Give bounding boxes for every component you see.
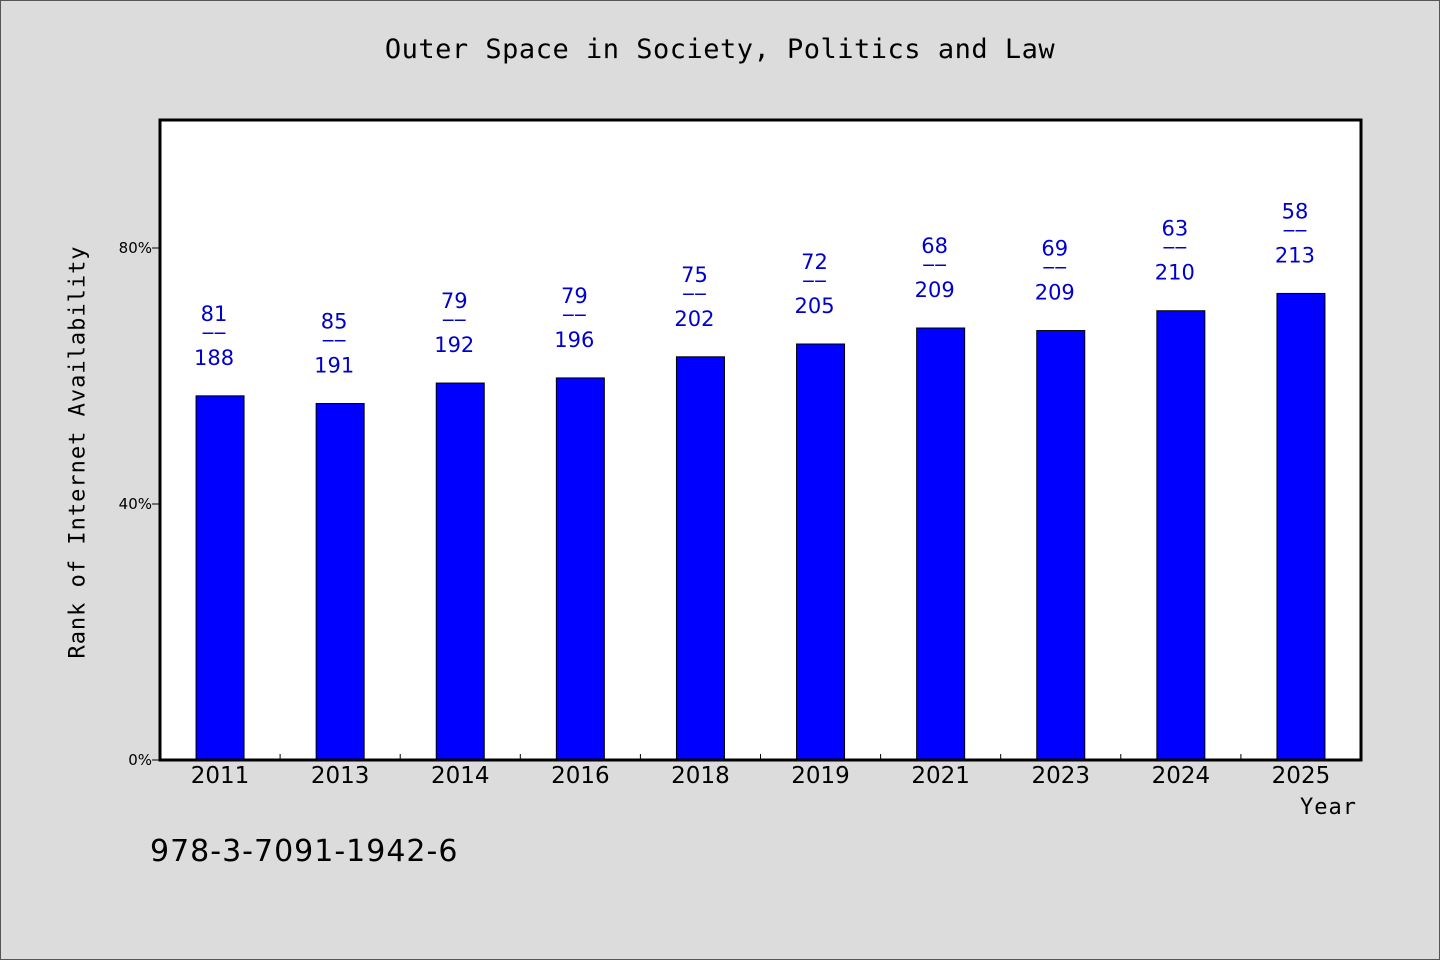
data-label-2016-sep: —— <box>562 302 586 326</box>
data-label-2021-rank: 68 <box>921 234 948 258</box>
bar-2014 <box>435 382 485 761</box>
bar-2024 <box>1156 310 1206 761</box>
data-label-2014-sep: —— <box>442 307 466 331</box>
data-label-2023-sep: —— <box>1043 255 1067 279</box>
x-tick-label-2019: 2019 <box>791 763 850 789</box>
x-axis-label: Year <box>1300 795 1357 820</box>
data-label-2023-total: 209 <box>1035 281 1075 305</box>
data-label-2018-total: 202 <box>674 307 714 331</box>
data-label-2025-rank: 58 <box>1282 199 1309 223</box>
data-label-2011-sep: —— <box>202 320 226 344</box>
y-tick-label-40: 40% <box>119 495 152 513</box>
x-tick-label-2011: 2011 <box>191 763 250 789</box>
isbn-text: 978-3-7091-1942-6 <box>150 834 459 869</box>
x-tick-label-2025: 2025 <box>1272 763 1331 789</box>
x-tick-label-2013: 2013 <box>311 763 370 789</box>
data-label-2018-sep: —— <box>682 281 706 305</box>
data-label-2019-sep: —— <box>803 268 827 292</box>
x-tick-label-2018: 2018 <box>671 763 730 789</box>
bar-2013 <box>315 403 365 761</box>
data-label-2025-total: 213 <box>1275 243 1315 267</box>
data-label-2024-sep: —— <box>1163 235 1187 259</box>
data-label-2014-rank: 79 <box>441 289 468 313</box>
x-tick-label-2023: 2023 <box>1031 763 1090 789</box>
bar-2011 <box>195 395 245 761</box>
data-label-2011-total: 188 <box>194 346 234 370</box>
bar-2025 <box>1276 292 1326 761</box>
data-label-2013-total: 191 <box>314 354 354 378</box>
bar-2021 <box>916 327 966 761</box>
data-label-2021-total: 209 <box>915 278 955 302</box>
y-tick-label-0: 0% <box>128 751 152 769</box>
data-label-2024-total: 210 <box>1155 261 1195 285</box>
x-tick-label-2024: 2024 <box>1152 763 1211 789</box>
data-label-2024-rank: 63 <box>1161 217 1188 241</box>
data-label-2025-sep: —— <box>1283 217 1307 241</box>
data-label-2019-rank: 72 <box>801 250 828 274</box>
bar-2016 <box>555 377 605 761</box>
data-label-2011-rank: 81 <box>201 302 228 326</box>
data-label-2014-total: 192 <box>434 333 474 357</box>
x-tick-label-2016: 2016 <box>551 763 610 789</box>
data-label-2013-sep: —— <box>322 328 346 352</box>
chart-title: Outer Space in Society, Politics and Law <box>384 34 1056 65</box>
data-label-2023-rank: 69 <box>1041 237 1068 261</box>
data-label-2016-rank: 79 <box>561 284 588 308</box>
data-label-2018-rank: 75 <box>681 263 708 287</box>
data-label-2019-total: 205 <box>795 294 835 318</box>
data-label-2013-rank: 85 <box>321 310 348 334</box>
bar-2023 <box>1036 330 1086 761</box>
data-label-2021-sep: —— <box>923 252 947 276</box>
bar-2019 <box>796 343 846 761</box>
data-label-2016-total: 196 <box>554 328 594 352</box>
plot-border <box>158 118 1363 762</box>
bar-2018 <box>675 356 725 761</box>
x-tick-label-2014: 2014 <box>431 763 490 789</box>
x-tick-label-2021: 2021 <box>911 763 970 789</box>
y-tick-label-80: 80% <box>119 239 152 257</box>
